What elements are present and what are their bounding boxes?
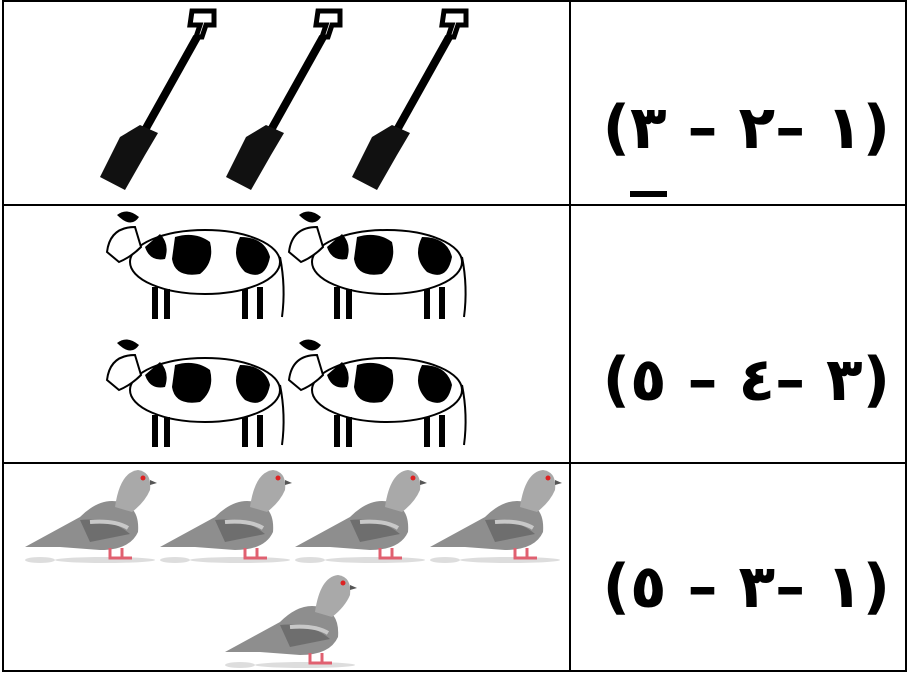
option-text: –: [666, 552, 739, 622]
option-text: ): [862, 345, 890, 415]
option-text: ٥: [630, 552, 667, 622]
shovels: [100, 11, 466, 190]
option-text: ٣: [630, 93, 667, 197]
option-text: ٣: [738, 552, 776, 622]
option-text: –: [775, 552, 826, 622]
option-text: ١: [825, 93, 863, 163]
cows: [107, 211, 466, 447]
option-text: ١: [825, 552, 863, 622]
option-text: –: [775, 345, 826, 415]
option-text: ): [862, 93, 890, 163]
answer-options: (٥ – ٣– ١): [603, 557, 890, 617]
option-text: ٢: [738, 93, 776, 163]
option-text: (: [602, 93, 631, 163]
option-text: ٤: [738, 345, 776, 415]
answer-options: (٥ – ٤– ٣): [603, 350, 890, 410]
option-text: –: [666, 93, 739, 163]
answer-options: (٣ – ٢– ١): [603, 93, 890, 197]
option-text: ٥: [630, 345, 667, 415]
option-text: ): [862, 552, 890, 622]
option-text: (: [602, 552, 631, 622]
option-text: (: [602, 345, 631, 415]
option-text: –: [666, 345, 739, 415]
option-text: –: [775, 93, 826, 163]
pigeons: [23, 468, 564, 670]
option-text: ٣: [825, 345, 863, 415]
